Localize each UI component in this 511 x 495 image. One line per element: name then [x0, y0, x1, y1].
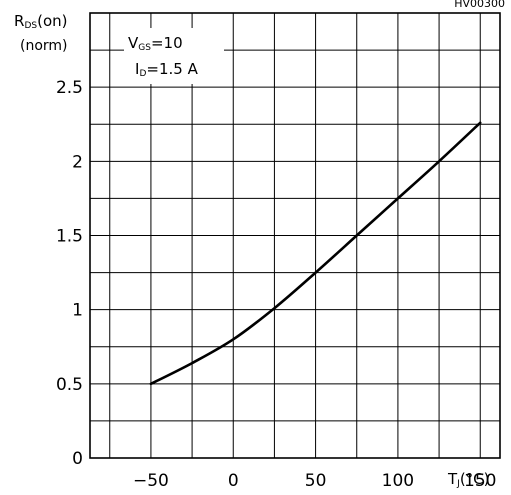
x-axis-label: TJ(°C) [447, 470, 490, 489]
data-series [149, 121, 482, 386]
x-tick-label: 0 [228, 471, 239, 491]
legend-id: ID=1.5 A [135, 60, 199, 79]
y-tick-label: 1.5 [56, 227, 83, 247]
y-tick-label: 0 [72, 449, 83, 469]
y-tick-label: 1 [72, 301, 83, 321]
y-tick-label: 0.5 [56, 375, 83, 395]
conditions-box [124, 28, 224, 84]
x-tick-label: 50 [305, 471, 327, 491]
grid-lines [90, 13, 500, 458]
x-tick-label: −50 [133, 471, 169, 491]
tick-labels: −50 0 50 100 150 0 0.5 1 1.5 2 2.5 [56, 78, 497, 491]
x-tick-label: 100 [382, 471, 414, 491]
plot-frame [89, 12, 501, 459]
y-axis-label: RDS(on) [14, 12, 67, 31]
y-tick-label: 2.5 [56, 78, 83, 98]
y-axis-label-line2: (norm) [20, 38, 68, 54]
legend-vgs: VGS=10 [128, 34, 183, 53]
rds-curve [149, 121, 482, 386]
y-tick-label: 2 [72, 152, 83, 172]
x-tick-label: 150 [464, 471, 496, 491]
corner-code: HV00300 [454, 0, 505, 10]
